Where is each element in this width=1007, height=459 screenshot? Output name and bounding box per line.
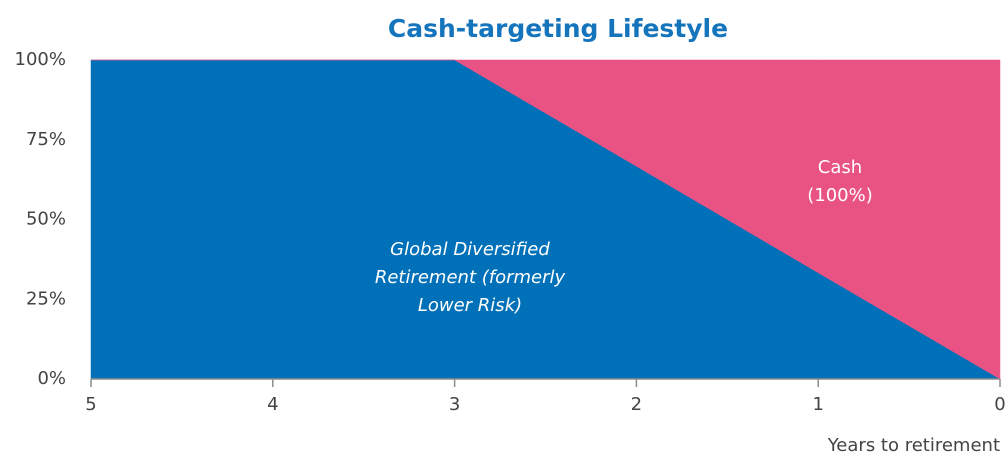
y-tick-label: 75% — [26, 129, 66, 150]
area — [91, 59, 1001, 380]
x-tick-label: 4 — [267, 394, 278, 415]
x-axis-label: Years to retirement — [827, 435, 1000, 456]
x-tick-label: 5 — [85, 394, 96, 415]
x-tick-label: 1 — [812, 394, 823, 415]
area-label: (100%) — [807, 185, 873, 206]
area-label: Cash — [818, 157, 862, 178]
area-label: Lower Risk) — [418, 295, 522, 316]
y-tick-label: 50% — [26, 209, 66, 230]
y-tick-label: 100% — [15, 49, 66, 70]
y-tick-label: 25% — [26, 288, 66, 309]
y-tick-label: 0% — [37, 368, 66, 389]
x-tick-label: 2 — [631, 394, 642, 415]
chart-title: Cash-targeting Lifestyle — [388, 14, 728, 43]
x-tick-label: 0 — [994, 394, 1005, 415]
x-tick-label: 3 — [449, 394, 460, 415]
area-label: Global Diversified — [390, 239, 550, 260]
area-label: Retirement (formerly — [375, 267, 566, 288]
